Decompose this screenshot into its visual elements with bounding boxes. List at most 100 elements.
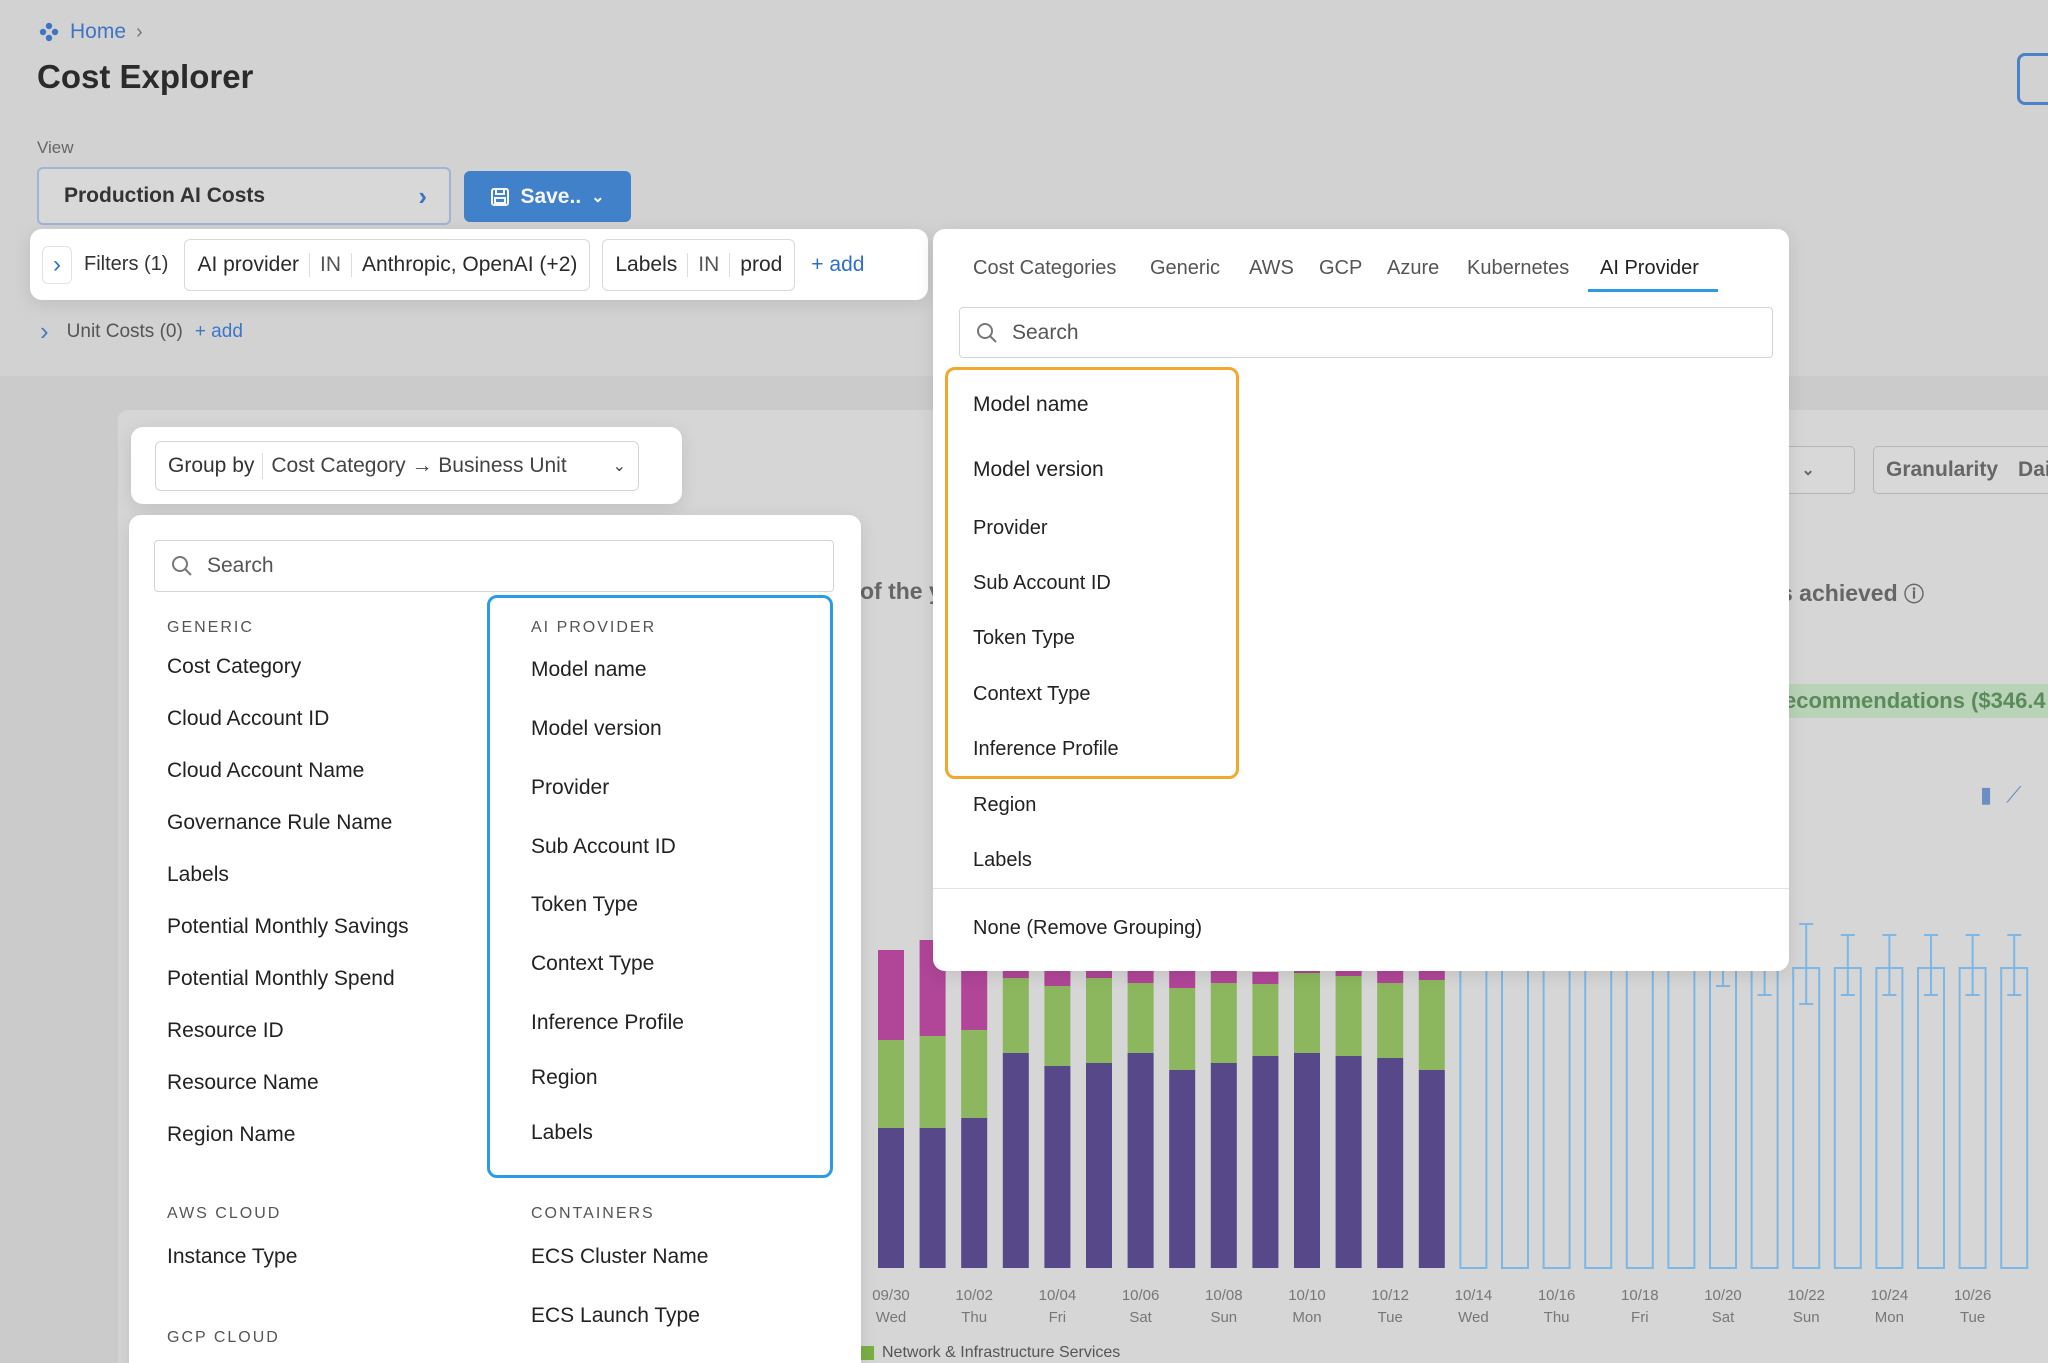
- group-option[interactable]: Provider: [531, 776, 610, 799]
- bar-segment-purple: [1002, 1053, 1029, 1268]
- granularity-value: Dai: [2018, 458, 2048, 481]
- forecast-bar: [1875, 967, 1904, 1269]
- filter-chip-labels[interactable]: Labels IN prod: [602, 238, 796, 291]
- x-tick-date: 10/24: [1871, 1287, 1909, 1304]
- tab-azure[interactable]: Azure: [1387, 257, 1440, 279]
- forecast-bar: [1459, 967, 1488, 1269]
- x-tick-day: Sun: [1793, 1309, 1820, 1326]
- group-option[interactable]: Cost Category: [167, 655, 302, 678]
- tab-kubernetes[interactable]: Kubernetes: [1467, 257, 1570, 279]
- group-option[interactable]: Governance Rule Name: [167, 811, 393, 834]
- chart-legend: Network & Infrastructure Services: [860, 1344, 1120, 1362]
- x-tick-day: Mon: [1875, 1309, 1904, 1326]
- group-option[interactable]: Labels: [167, 863, 229, 886]
- group-option[interactable]: ECS Launch Type: [531, 1304, 700, 1327]
- bar-segment-green: [1377, 983, 1404, 1058]
- chevron-down-icon: ⌄: [612, 457, 626, 475]
- breadcrumb-home-link[interactable]: Home: [70, 20, 127, 43]
- line-chart-icon[interactable]: ⟋: [2006, 782, 2022, 807]
- chevron-right-icon: ›: [53, 250, 61, 278]
- group-option[interactable]: Labels: [531, 1121, 593, 1144]
- group-option[interactable]: Token Type: [531, 893, 639, 916]
- section-heading-aws-cloud: AWS CLOUD: [167, 1205, 282, 1222]
- bar-segment-purple: [1210, 1063, 1237, 1268]
- search-placeholder: Search: [1012, 320, 1079, 344]
- info-icon[interactable]: ⓘ: [1904, 584, 1925, 606]
- expand-filters-button[interactable]: ›: [42, 245, 72, 284]
- bar-segment-green: [1252, 984, 1279, 1056]
- tab-cost-categories[interactable]: Cost Categories: [973, 257, 1117, 279]
- group-option[interactable]: Region Name: [167, 1123, 296, 1146]
- x-tick-date: 10/22: [1787, 1287, 1825, 1304]
- granularity-dropdown[interactable]: Granularity Dai: [1873, 446, 2048, 494]
- picker-option[interactable]: Token Type: [973, 627, 1075, 649]
- bar-segment-green: [919, 1036, 946, 1128]
- bar-segment-green: [1002, 978, 1029, 1053]
- remove-grouping-option[interactable]: None (Remove Grouping): [973, 917, 1202, 939]
- group-option[interactable]: Potential Monthly Savings: [167, 915, 409, 938]
- tab-ai-provider[interactable]: AI Provider: [1600, 257, 1699, 279]
- unit-costs-add-link[interactable]: + add: [194, 320, 243, 342]
- group-option[interactable]: Sub Account ID: [531, 835, 676, 858]
- top-right-action-button[interactable]: [2017, 53, 2048, 105]
- bar-segment-magenta: [878, 950, 904, 1040]
- x-tick-date: 10/04: [1039, 1287, 1077, 1304]
- x-tick-date: 10/08: [1205, 1287, 1243, 1304]
- chevron-right-icon: ›: [418, 180, 427, 211]
- group-option[interactable]: Potential Monthly Spend: [167, 967, 395, 990]
- group-by-select[interactable]: Group by Cost Category → Business Unit ⌄: [155, 440, 639, 491]
- picker-option[interactable]: Labels: [973, 849, 1032, 871]
- view-selector[interactable]: Production AI Costs ›: [37, 167, 451, 225]
- filter-operator: IN: [687, 252, 731, 277]
- x-tick-date: 10/18: [1621, 1287, 1659, 1304]
- group-option[interactable]: Resource Name: [167, 1071, 319, 1094]
- chevron-down-icon: ⌄: [1801, 462, 1815, 479]
- bar-chart-icon[interactable]: ▮: [1980, 782, 1993, 807]
- picker-option[interactable]: Model name: [973, 393, 1089, 416]
- picker-search-input[interactable]: Search: [959, 307, 1773, 358]
- group-option[interactable]: ECS Cluster Name: [531, 1245, 709, 1268]
- group-option[interactable]: Context Type: [531, 952, 655, 975]
- picker-option[interactable]: Model version: [973, 458, 1104, 481]
- group-option[interactable]: Cloud Account ID: [167, 707, 330, 730]
- add-filter-link[interactable]: + add: [811, 252, 865, 276]
- legend-swatch: [860, 1346, 874, 1360]
- forecast-bar: [1542, 967, 1571, 1269]
- save-button[interactable]: Save.. ⌄: [464, 171, 631, 222]
- expand-unit-costs-icon[interactable]: ›: [40, 316, 49, 346]
- tab-gcp[interactable]: GCP: [1319, 257, 1363, 279]
- group-option[interactable]: Inference Profile: [531, 1011, 684, 1034]
- x-tick-day: Thu: [961, 1309, 987, 1326]
- view-label: View: [37, 138, 74, 157]
- tab-generic[interactable]: Generic: [1150, 257, 1221, 279]
- forecast-bar: [1833, 967, 1862, 1269]
- bar-segment-magenta: [1252, 972, 1279, 984]
- tab-aws[interactable]: AWS: [1249, 257, 1294, 279]
- group-search-input[interactable]: Search: [154, 540, 834, 592]
- group-option[interactable]: Model version: [531, 717, 662, 740]
- view-selected-value: Production AI Costs: [64, 184, 266, 207]
- bar-segment-purple: [1294, 1053, 1320, 1268]
- picker-option[interactable]: Provider: [973, 517, 1048, 539]
- x-tick-date: 10/14: [1455, 1287, 1493, 1304]
- page-title: Cost Explorer: [37, 58, 254, 95]
- picker-option[interactable]: Inference Profile: [973, 738, 1119, 760]
- group-option[interactable]: Instance Type: [167, 1245, 298, 1268]
- x-tick-date: 10/20: [1704, 1287, 1742, 1304]
- bar-segment-purple: [1127, 1053, 1154, 1268]
- group-option[interactable]: Resource ID: [167, 1019, 284, 1042]
- group-option[interactable]: Region: [531, 1066, 598, 1089]
- unit-costs-row: › Unit Costs (0) + add: [40, 316, 243, 347]
- bar-segment-green: [1169, 988, 1196, 1070]
- picker-option[interactable]: Sub Account ID: [973, 572, 1111, 594]
- picker-option[interactable]: Region: [973, 794, 1037, 816]
- recommendations-banner[interactable]: ecommendations ($346.4: [1770, 684, 2048, 718]
- filter-chip-ai-provider[interactable]: AI provider IN Anthropic, OpenAI (+2): [184, 238, 591, 291]
- bar-segment-green: [1086, 978, 1112, 1063]
- bar-segment-purple: [1086, 1063, 1112, 1268]
- group-option[interactable]: Cloud Account Name: [167, 759, 365, 782]
- picker-option[interactable]: Context Type: [973, 683, 1091, 705]
- forecast-bar: [2000, 967, 2029, 1269]
- group-option[interactable]: Model name: [531, 658, 647, 681]
- x-tick-date: 10/12: [1371, 1287, 1409, 1304]
